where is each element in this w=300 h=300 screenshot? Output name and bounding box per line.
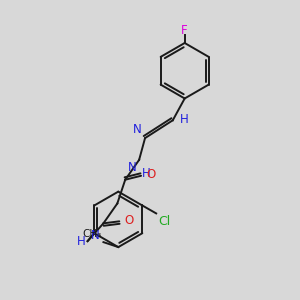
Text: O: O: [146, 168, 155, 181]
Text: O: O: [124, 214, 134, 227]
Text: N: N: [133, 123, 142, 136]
Text: H: H: [77, 235, 85, 248]
Text: F: F: [182, 24, 188, 37]
Text: Cl: Cl: [158, 215, 170, 228]
Text: N: N: [128, 161, 136, 174]
Text: CH₃: CH₃: [82, 229, 101, 239]
Text: N: N: [91, 229, 99, 242]
Text: H: H: [142, 167, 151, 180]
Text: H: H: [180, 113, 188, 126]
